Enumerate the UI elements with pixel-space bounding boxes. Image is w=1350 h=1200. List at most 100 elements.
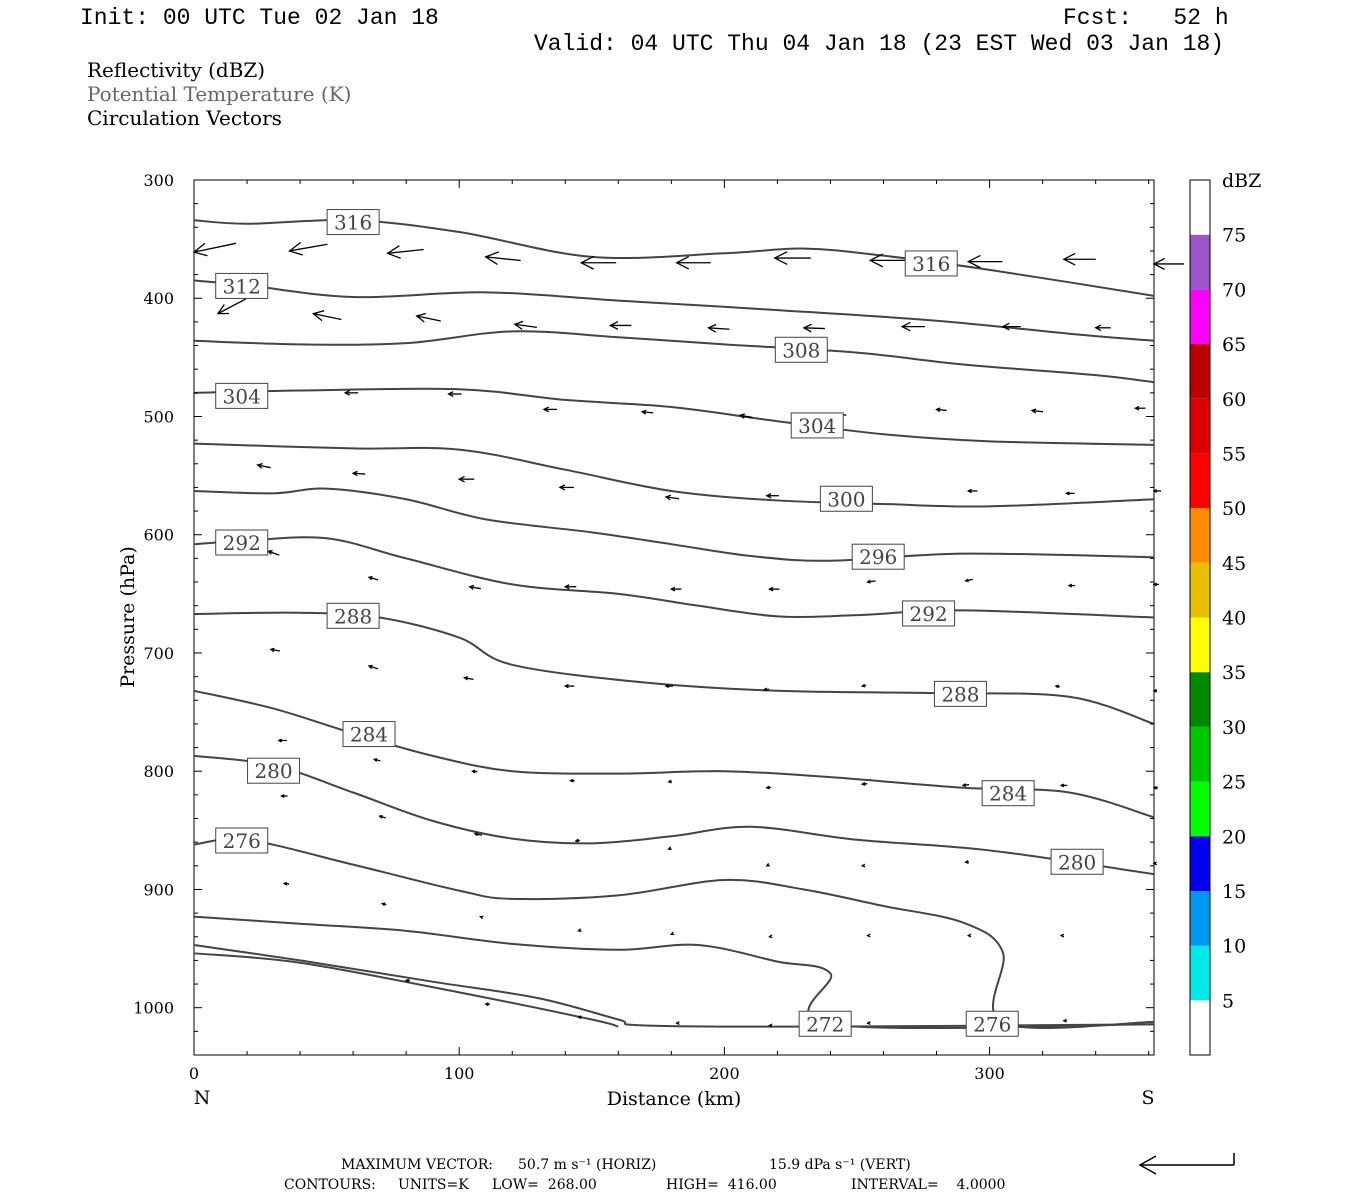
- contour-label-280: 280: [1050, 848, 1104, 875]
- circulation-vector: [351, 470, 366, 477]
- colorbar-segment: [1190, 781, 1210, 837]
- svg-text:276: 276: [223, 829, 261, 853]
- circulation-vector: [577, 928, 582, 932]
- circulation-vector: [1152, 257, 1184, 270]
- contour-268: [193, 944, 1155, 1028]
- contours-high: HIGH= 416.00: [666, 1177, 777, 1193]
- colorbar-tick-label: 25: [1222, 772, 1246, 794]
- circulation-vector: [404, 978, 411, 983]
- circulation-vector: [282, 881, 290, 886]
- circulation-vector: [765, 862, 770, 867]
- svg-text:280: 280: [1058, 850, 1096, 874]
- circulation-vector: [670, 931, 675, 936]
- y-tick-label: 900: [143, 880, 174, 899]
- colorbar-tick-label: 30: [1222, 717, 1246, 739]
- colorbar-segment: [1190, 726, 1210, 782]
- contour-label-296: 296: [851, 543, 905, 570]
- circulation-vector: [802, 323, 825, 333]
- circulation-vector: [288, 242, 328, 256]
- contour-300: [193, 442, 1155, 508]
- circulation-vector: [866, 1021, 871, 1026]
- x-axis-label: Distance (km): [607, 1088, 742, 1110]
- circulation-vector: [1054, 684, 1060, 689]
- circulation-vector: [1059, 933, 1065, 938]
- circulation-vector: [1152, 582, 1159, 587]
- contour-label-308: 308: [774, 336, 828, 363]
- contour-312: [193, 279, 1155, 342]
- circulation-vector: [669, 586, 682, 592]
- max-vector-label: MAXIMUM VECTOR:: [341, 1157, 493, 1173]
- circulation-vector: [216, 298, 247, 315]
- circulation-vector: [577, 1015, 582, 1020]
- colorbar-segment: [1190, 562, 1210, 618]
- south-end-label: S: [1141, 1087, 1154, 1109]
- circulation-vector: [608, 321, 632, 330]
- colorbar-segment: [1190, 945, 1210, 1001]
- colorbar-tick-label: 65: [1222, 334, 1246, 356]
- circulation-vector: [280, 794, 288, 798]
- contours-interval: INTERVAL= 4.0000: [851, 1177, 1006, 1193]
- circulation-vector: [1152, 861, 1157, 866]
- circulation-vector: [563, 683, 575, 689]
- circulation-vector: [372, 758, 381, 762]
- svg-text:304: 304: [798, 414, 836, 438]
- circulation-vector: [1065, 491, 1075, 496]
- svg-text:308: 308: [782, 338, 820, 362]
- contour-label-276: 276: [965, 1010, 1019, 1037]
- init-time: Init: 00 UTC Tue 02 Jan 18: [80, 5, 439, 31]
- circulation-vector: [468, 584, 481, 590]
- contour-label-layer: 316 316 312 308 304 304 300 296 292 292 288 288 284 2…: [215, 209, 1104, 1037]
- svg-text:312: 312: [223, 274, 261, 298]
- contour-label-304: 304: [790, 412, 844, 439]
- circulation-vector: [664, 684, 674, 689]
- circulation-vector: [768, 1023, 773, 1028]
- colorbar: 5 10 15 20 25 30 35 40 45 50 55 60 65 70 75: [1189, 179, 1246, 1056]
- circulation-vector: [667, 779, 672, 784]
- circulation-vector: [1094, 324, 1111, 332]
- y-tick-label: 600: [143, 526, 174, 545]
- colorbar-segment: [1190, 344, 1210, 399]
- circulation-vector: [966, 254, 1003, 269]
- contour-label-288: 288: [326, 602, 380, 629]
- colorbar-tick-label: 40: [1222, 608, 1246, 630]
- contour-label-300: 300: [819, 485, 873, 512]
- circulation-vector: [1152, 785, 1158, 790]
- circulation-vector: [311, 310, 342, 322]
- svg-text:304: 304: [223, 384, 261, 408]
- y-axis-label: Pressure (hPa): [117, 546, 139, 688]
- circulation-vector: [484, 1002, 490, 1007]
- circulation-vector: [1152, 489, 1161, 493]
- circulation-vector: [966, 488, 978, 494]
- circulation-vector: [1062, 1018, 1067, 1023]
- circulation-vector: [380, 902, 387, 907]
- circulation-vector: [574, 838, 580, 843]
- svg-text:272: 272: [806, 1012, 844, 1036]
- circulation-vector: [473, 832, 483, 837]
- colorbar-tick-label: 70: [1222, 279, 1246, 301]
- x-tick-label: 0: [189, 1064, 199, 1083]
- y-tick-label: 500: [143, 407, 174, 426]
- circulation-vector: [558, 484, 574, 491]
- svg-text:276: 276: [973, 1012, 1011, 1036]
- circulation-vector: [664, 494, 680, 501]
- svg-text:280: 280: [254, 759, 292, 783]
- circulation-vector: [386, 245, 424, 259]
- circulation-vector: [675, 256, 711, 270]
- circulation-vector: [768, 934, 773, 939]
- circulation-vector: [675, 1021, 680, 1026]
- valid-time: Valid: 04 UTC Thu 04 Jan 18 (23 EST Wed …: [534, 31, 1225, 57]
- contour-label-304: 304: [215, 382, 269, 409]
- circulation-vector: [964, 578, 973, 583]
- contour-label-284: 284: [981, 780, 1035, 807]
- circulation-vector: [1152, 688, 1157, 693]
- circulation-vector: [192, 242, 237, 257]
- circulation-vector: [640, 409, 654, 415]
- svg-text:292: 292: [223, 531, 261, 555]
- colorbar-unit: dBZ: [1222, 170, 1261, 192]
- circulation-vector: [569, 778, 575, 783]
- circulation-vector: [1001, 322, 1021, 331]
- colorbar-segment: [1190, 890, 1210, 946]
- circulation-vector: [707, 323, 730, 333]
- contour-label-284: 284: [342, 721, 396, 748]
